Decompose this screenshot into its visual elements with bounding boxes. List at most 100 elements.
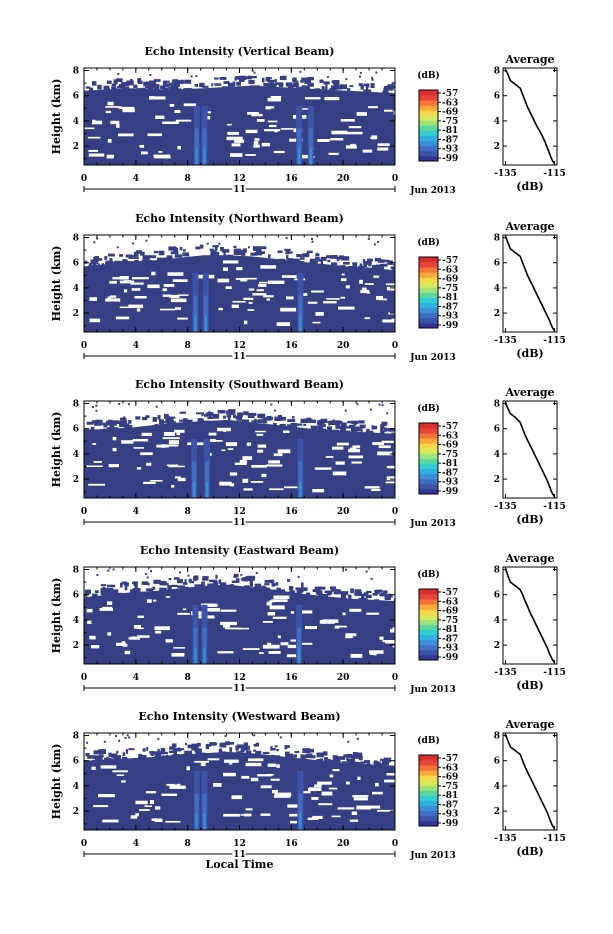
echo-cell bbox=[340, 265, 343, 270]
echo-cell bbox=[285, 237, 288, 239]
echo-cell bbox=[114, 593, 119, 597]
echo-gap bbox=[135, 813, 139, 817]
colorbar-segment bbox=[419, 609, 438, 615]
echo-gap bbox=[223, 625, 230, 628]
echo-gap bbox=[314, 784, 322, 787]
echo-cell bbox=[350, 588, 354, 594]
date-label: 11 bbox=[233, 684, 246, 694]
echo-gap bbox=[239, 460, 247, 464]
echo-cell bbox=[166, 255, 173, 258]
echo-cell bbox=[229, 742, 234, 745]
echo-cell bbox=[123, 420, 128, 424]
echo-gap bbox=[382, 319, 395, 323]
echo-cell bbox=[296, 86, 302, 90]
average-y-tick-label: 6 bbox=[494, 259, 500, 269]
echo-gap bbox=[169, 104, 175, 107]
echo-cell bbox=[179, 571, 181, 574]
echo-cell bbox=[372, 592, 378, 596]
echo-cell bbox=[248, 246, 250, 249]
echo-gap bbox=[307, 788, 317, 792]
echo-cell bbox=[262, 420, 268, 424]
echo-gap bbox=[143, 439, 149, 442]
average-y-tick-label: 4 bbox=[494, 782, 500, 792]
echo-cell bbox=[153, 579, 161, 584]
echo-gap bbox=[356, 805, 371, 810]
echo-gap bbox=[307, 817, 319, 820]
echo-cell bbox=[302, 756, 306, 761]
echo-gap bbox=[353, 797, 368, 801]
echo-gap bbox=[336, 442, 349, 446]
echo-cell bbox=[95, 404, 98, 407]
echo-cell bbox=[305, 253, 310, 257]
echo-cell bbox=[364, 261, 372, 265]
average-x-label: (dB) bbox=[516, 845, 543, 858]
echo-gap bbox=[386, 465, 395, 469]
echo-cell bbox=[354, 755, 363, 759]
echo-gap bbox=[146, 599, 152, 603]
echo-gap bbox=[173, 647, 185, 649]
colorbar-segment bbox=[419, 90, 438, 96]
echo-gap bbox=[373, 652, 377, 656]
colorbar-segment bbox=[419, 135, 438, 142]
echo-cell bbox=[359, 263, 363, 268]
echo-cell bbox=[241, 419, 250, 425]
echo-cell bbox=[182, 582, 188, 585]
echo-cell bbox=[196, 412, 204, 415]
echo-cell bbox=[214, 77, 219, 80]
convective-cell bbox=[203, 647, 206, 664]
echo-cell bbox=[365, 594, 372, 599]
average-y-tick-label: 6 bbox=[494, 92, 500, 102]
colorbar-segment bbox=[419, 433, 438, 439]
echo-cell bbox=[390, 266, 395, 269]
echo-cell bbox=[144, 573, 147, 575]
convective-cell bbox=[202, 627, 207, 664]
echo-cell bbox=[128, 420, 132, 424]
colorbar-segment bbox=[419, 488, 438, 495]
echo-cell bbox=[340, 594, 346, 599]
echo-gap bbox=[177, 146, 181, 150]
echo-cell bbox=[310, 258, 317, 261]
echo-cell bbox=[240, 749, 245, 753]
echo-cell bbox=[359, 71, 362, 74]
echo-cell bbox=[172, 79, 179, 84]
echo-cell bbox=[85, 86, 91, 89]
convective-cell bbox=[298, 793, 303, 830]
echo-cell bbox=[209, 579, 217, 583]
echo-gap bbox=[89, 318, 101, 323]
echo-cell bbox=[376, 589, 383, 593]
echo-cell bbox=[164, 258, 172, 264]
echo-cell bbox=[162, 87, 169, 90]
echo-cell bbox=[238, 75, 247, 81]
echo-gap bbox=[240, 279, 248, 282]
echo-gap bbox=[128, 304, 144, 308]
echo-gap bbox=[88, 153, 105, 157]
convective-cell bbox=[298, 647, 301, 664]
echo-cell bbox=[160, 423, 167, 429]
echo-cell bbox=[230, 412, 234, 416]
echo-cell bbox=[286, 424, 294, 428]
echo-cell bbox=[121, 581, 127, 585]
echo-cell bbox=[152, 586, 156, 590]
echo-region bbox=[84, 751, 395, 830]
heatmap-field bbox=[84, 237, 395, 332]
echo-cell bbox=[284, 745, 288, 750]
echo-gap bbox=[377, 143, 390, 146]
convective-cell bbox=[309, 148, 312, 165]
echo-cell bbox=[324, 757, 328, 762]
echo-gap bbox=[217, 651, 234, 654]
echo-cell bbox=[366, 428, 370, 433]
x-tick-label: 0 bbox=[81, 174, 87, 184]
colorbar-segment bbox=[419, 473, 438, 480]
echo-gap bbox=[223, 772, 236, 777]
echo-cell bbox=[274, 409, 277, 412]
x-tick-label: 12 bbox=[233, 673, 246, 683]
echo-cell bbox=[177, 88, 182, 93]
echo-cell bbox=[305, 592, 311, 595]
echo-gap bbox=[381, 440, 394, 444]
echo-cell bbox=[322, 751, 328, 756]
echo-cell bbox=[98, 749, 107, 755]
echo-cell bbox=[128, 748, 135, 751]
echo-cell bbox=[173, 748, 181, 752]
echo-gap bbox=[362, 149, 373, 153]
echo-cell bbox=[202, 85, 209, 88]
